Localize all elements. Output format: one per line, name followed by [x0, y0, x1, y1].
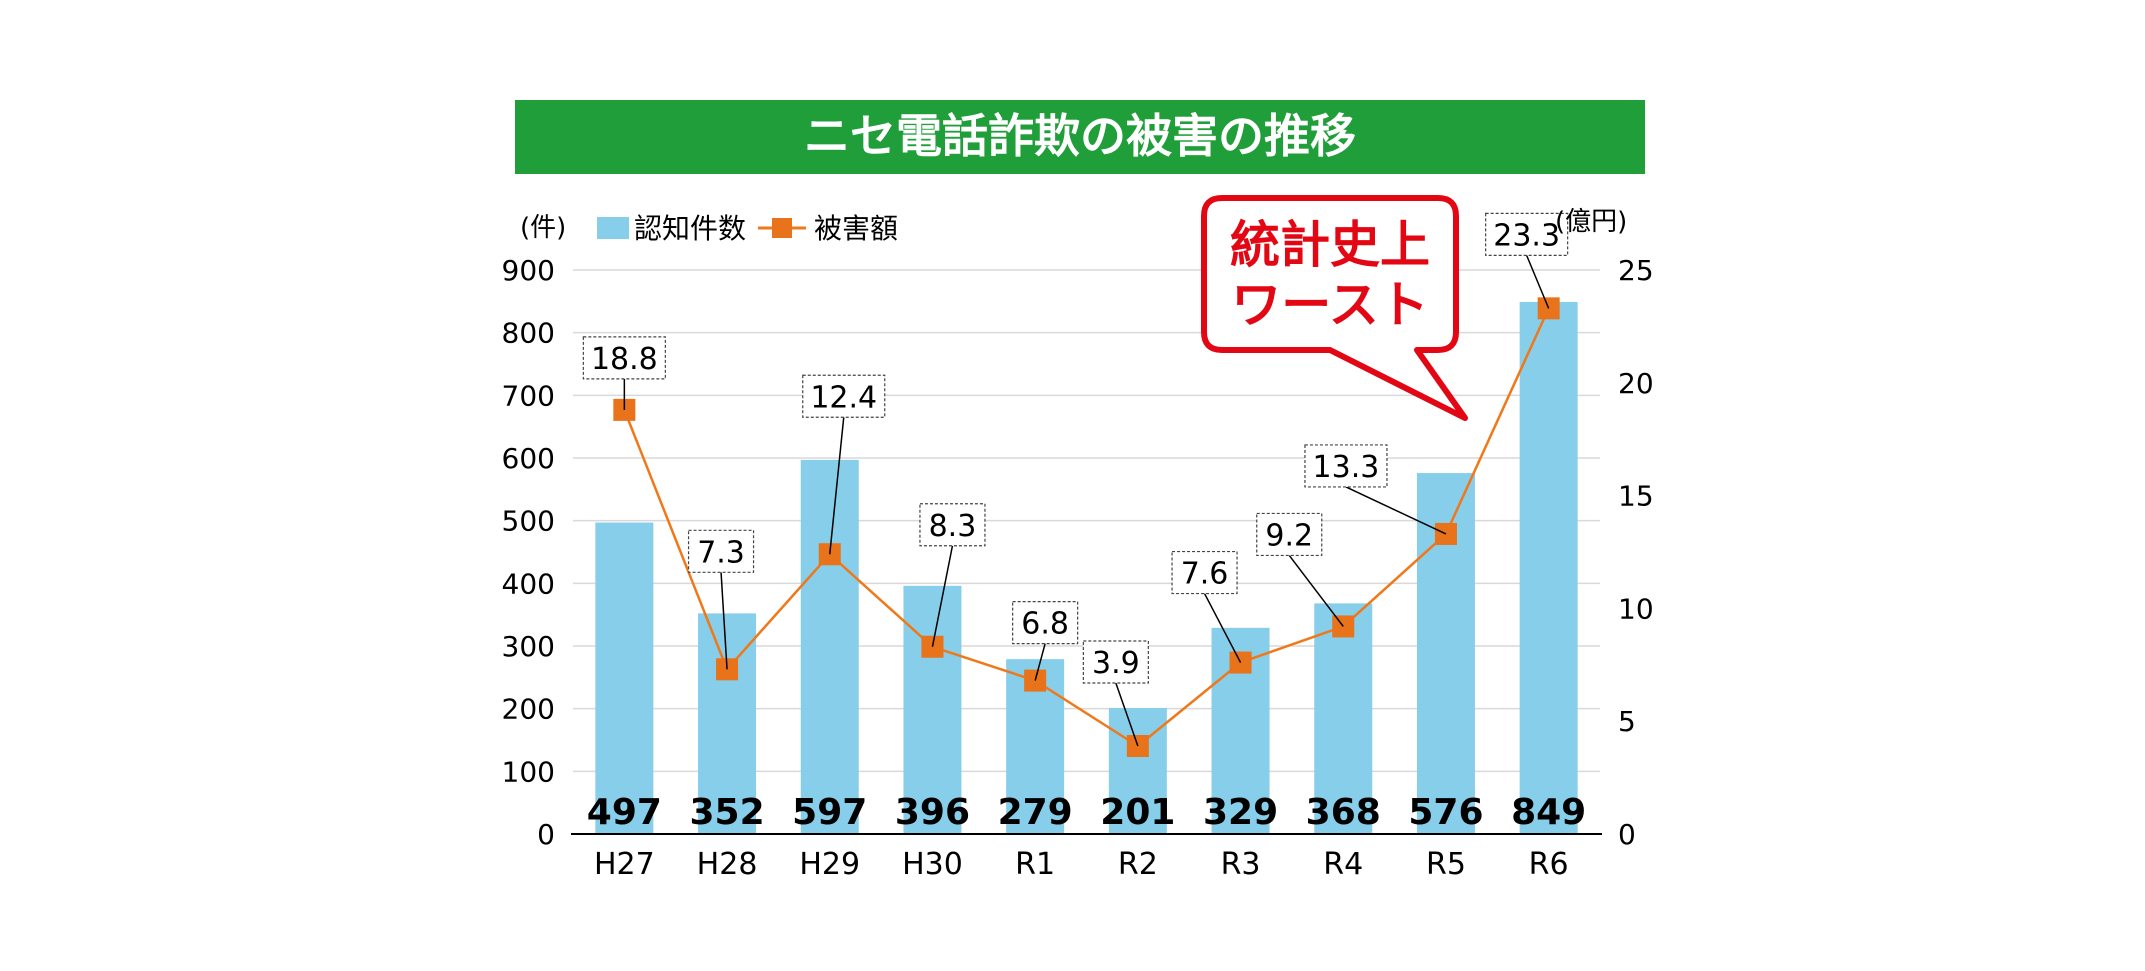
line-value-label: 13.3 [1313, 450, 1380, 485]
label-leader-line [829, 417, 845, 555]
label-leader-line [1525, 255, 1550, 309]
axis-layer: 0 100 200 300 400 500 600 700 800 900 0 5 10 15 20 25 H2… [502, 254, 1654, 882]
label-layer: 497 352 597 396 279 201 329 368 576 849 18.8 7.3 12.… [582, 212, 1586, 833]
x-tick-label: H29 [799, 847, 860, 882]
line-value-box [802, 374, 886, 418]
bar-value-label: 279 [998, 792, 1073, 833]
left-axis-unit: (件) [520, 213, 566, 243]
line-value-box [1012, 600, 1079, 645]
bar [698, 613, 757, 834]
label-leader-line [720, 572, 728, 670]
line-value-label: 12.4 [810, 380, 877, 415]
line-value-box [1256, 512, 1323, 557]
bar [800, 459, 859, 834]
line-value-label: 3.9 [1092, 646, 1140, 681]
label-leader-line [1288, 554, 1344, 627]
x-tick-label: R2 [1118, 847, 1158, 882]
bar-value-label: 329 [1203, 792, 1278, 833]
bar [1519, 301, 1578, 835]
left-tick-label: 600 [502, 442, 555, 475]
bar-layer [595, 301, 1578, 835]
label-leader-line [1345, 486, 1447, 535]
left-tick-label: 800 [502, 317, 555, 350]
left-tick-label: 900 [502, 254, 555, 287]
line-value-label: 18.8 [591, 342, 658, 377]
label-leader-line [931, 545, 954, 647]
right-tick-label: 25 [1618, 254, 1654, 287]
bar-value-label: 201 [1100, 792, 1175, 833]
bar [595, 522, 654, 834]
line-value-label: 6.8 [1021, 607, 1069, 642]
line-value-label: 8.3 [929, 509, 977, 544]
right-tick-label: 15 [1618, 480, 1654, 513]
callout: 統計史上 ワースト [1201, 195, 1468, 421]
line-value-box [582, 336, 666, 380]
bar-value-label: 597 [792, 792, 867, 833]
bar-value-label: 368 [1306, 792, 1381, 833]
bar [903, 585, 962, 834]
right-tick-label: 5 [1618, 705, 1636, 738]
x-tick-label: R3 [1221, 847, 1261, 882]
line-value-box [1485, 212, 1569, 256]
chart-title: ニセ電話詐欺の被害の推移 [804, 109, 1356, 163]
left-tick-label: 100 [502, 755, 555, 788]
left-tick-label: 200 [502, 693, 555, 726]
legend-line-label: 被害額 [814, 212, 898, 245]
label-leader-line [1115, 682, 1139, 747]
bar-value-label: 849 [1511, 792, 1586, 833]
legend: (件) 認知件数 被害額 (億円) [520, 207, 1627, 245]
callout-bubble [1201, 195, 1468, 421]
x-tick-label: R1 [1015, 847, 1055, 882]
line-value-label: 7.6 [1181, 557, 1229, 592]
right-tick-label: 10 [1618, 592, 1654, 625]
left-tick-label: 500 [502, 505, 555, 538]
line-value-box [1082, 640, 1149, 684]
label-leader-line [1034, 643, 1046, 681]
right-axis-unit: (億円) [1555, 207, 1627, 237]
line-value-box [687, 529, 755, 573]
x-tick-label: R4 [1323, 847, 1363, 882]
line-value-box [1304, 444, 1388, 488]
line-value-label: 7.3 [697, 535, 745, 570]
legend-line-marker [772, 218, 792, 238]
left-tick-label: 0 [537, 818, 555, 851]
legend-bar-swatch [597, 217, 629, 239]
bar-value-label: 396 [895, 792, 970, 833]
bar-value-label: 576 [1408, 792, 1483, 833]
right-tick-label: 0 [1618, 818, 1636, 851]
left-tick-label: 400 [502, 567, 555, 600]
x-tick-label: R6 [1529, 847, 1569, 882]
x-tick-label: R5 [1426, 847, 1466, 882]
bar-value-label: 352 [689, 792, 764, 833]
line-value-box [919, 503, 986, 547]
left-tick-label: 700 [502, 379, 555, 412]
bar-value-label: 497 [587, 792, 662, 833]
x-tick-label: H27 [594, 847, 655, 882]
label-leader-line [1203, 593, 1242, 663]
left-tick-label: 300 [502, 630, 555, 663]
x-tick-label: H30 [902, 847, 963, 882]
line-value-box [1171, 550, 1238, 595]
line-value-label: 9.2 [1265, 518, 1313, 553]
callout-line-2: ワースト [1231, 276, 1429, 334]
right-tick-label: 20 [1618, 367, 1654, 400]
line-series-path [623, 307, 1550, 748]
line-value-label: 23.3 [1493, 218, 1560, 253]
title-band [515, 100, 1645, 174]
x-tick-label: H28 [697, 847, 758, 882]
callout-line-1: 統計史上 [1230, 216, 1430, 274]
legend-bar-label: 認知件数 [634, 212, 746, 245]
bar [1314, 603, 1373, 834]
